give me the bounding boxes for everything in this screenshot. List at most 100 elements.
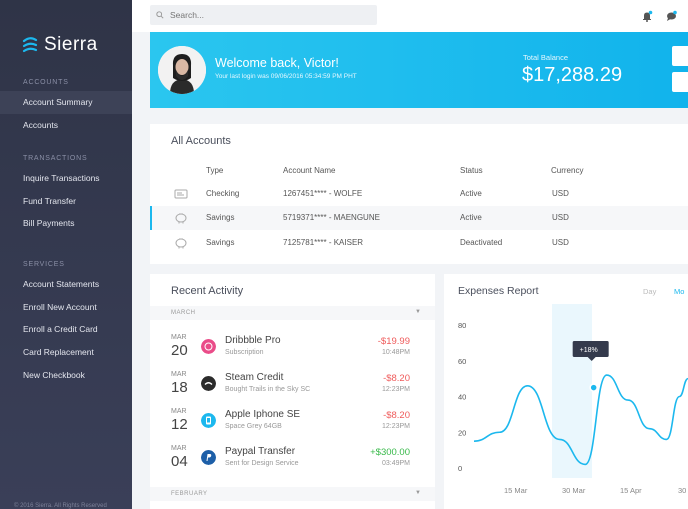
sidebar-item-enroll-credit-card[interactable]: Enroll a Credit Card [23, 324, 98, 335]
activity-description: Bought Trails in the Sky SC [225, 386, 311, 393]
column-header-currency[interactable]: Currency [551, 166, 584, 175]
total-balance-value: $17,288.29 [522, 64, 623, 86]
activity-amount: -$19.99 [377, 336, 410, 347]
activity-description: Sent for Design Service [225, 460, 299, 467]
chevron-down-icon: ▼ [415, 309, 421, 315]
search-icon [156, 11, 164, 19]
checkbook-icon [174, 189, 188, 199]
avatar[interactable] [158, 46, 206, 94]
search-box[interactable] [150, 5, 377, 25]
nav-heading: ACCOUNTS [23, 79, 69, 86]
account-currency: USD [552, 189, 569, 198]
column-header-type[interactable]: Type [206, 166, 224, 175]
sidebar-item-inquire-transactions[interactable]: Inquire Transactions [23, 173, 100, 183]
activity-month: MAR [171, 445, 187, 452]
activity-time: 10:48PM [381, 349, 410, 356]
activity-time: 12:23PM [381, 423, 410, 430]
sidebar-item-fund-transfer[interactable]: Fund Transfer [23, 195, 76, 206]
y-tick-label: 0 [458, 464, 462, 473]
recent-activity-card: Recent Activity MARCH ▼ MAR 20 Dribbble … [150, 274, 435, 509]
series-line [473, 374, 688, 466]
expenses-line-chart: 0 20 40 60 80 15 Mar 30 Mar 15 Apr 30 Apr +18% [458, 304, 688, 495]
card-title: All Accounts [171, 135, 231, 147]
account-type: Checking [206, 189, 240, 198]
expenses-report-card: Expenses Report Day Mo 0 20 40 60 80 15 Mar 30… [444, 274, 688, 509]
column-header-status[interactable]: Status [460, 166, 483, 175]
piggy-bank-icon [175, 213, 187, 224]
account-status: Active [460, 213, 482, 222]
sidebar-item-card-replacement[interactable]: Card Replacement [23, 347, 94, 358]
activity-day: 04 [171, 453, 188, 470]
nav-section-accounts: ACCOUNTS Account Summary Accounts [0, 79, 132, 136]
list-item[interactable]: MAR 18 Steam Credit Bought Trails in the… [150, 371, 435, 408]
welcome-banner: Welcome back, Victor! Your last login wa… [150, 32, 688, 108]
x-tick-label: 30 Apr [678, 486, 688, 495]
activity-day: 20 [171, 342, 188, 359]
activity-month: MAR [171, 408, 187, 415]
activity-time: 12:23PM [381, 386, 410, 393]
sidebar-item-accounts[interactable]: Accounts [23, 119, 58, 130]
list-item[interactable]: MAR 20 Dribbble Pro Subscription -$19.99… [150, 334, 435, 371]
tooltip-box [572, 341, 609, 357]
piggy-bank-icon [175, 238, 187, 249]
list-item[interactable]: MAR 12 Apple Iphone SE Space Grey 64GB -… [150, 408, 435, 445]
user-photo-icon [158, 46, 206, 94]
activity-name: Apple Iphone SE [225, 409, 301, 420]
last-login-text: Your last login was 09/06/2016 05:34:59 … [215, 73, 357, 80]
sidebar-item-new-checkbook[interactable]: New Checkbook [23, 369, 85, 380]
y-tick-label: 80 [458, 321, 466, 330]
paypal-icon [201, 450, 216, 465]
activity-name: Steam Credit [225, 372, 284, 383]
y-tick-label: 40 [458, 393, 466, 402]
dribbble-icon [201, 339, 216, 354]
activity-description: Subscription [225, 349, 264, 356]
brand-logo[interactable]: Sierra [22, 34, 98, 56]
tab-month[interactable]: Mo [674, 287, 685, 296]
activity-month: MAR [171, 371, 187, 378]
nav-heading: TRANSACTIONS [23, 155, 88, 162]
sidebar-item-account-statements[interactable]: Account Statements [23, 279, 100, 289]
table-row[interactable]: Checking 1267451**** - WOLFE Active USD [150, 182, 688, 206]
all-accounts-card: All Accounts Type Account Name Status Cu… [150, 124, 688, 264]
chat-icon[interactable] [665, 10, 677, 22]
activity-time: 03:49PM [381, 460, 410, 467]
table-row[interactable]: Savings 5719371**** - MAENGUNE Active US… [150, 206, 688, 230]
month-label: MARCH [171, 310, 196, 316]
list-item[interactable]: MAR 04 Paypal Transfer Sent for Design S… [150, 445, 435, 482]
card-title: Expenses Report [458, 285, 539, 297]
activity-name: Dribbble Pro [225, 335, 281, 346]
sidebar-item-account-summary[interactable]: Account Summary [0, 91, 132, 114]
activity-name: Paypal Transfer [225, 446, 296, 457]
tab-day[interactable]: Day [643, 287, 657, 296]
card-title: Recent Activity [171, 285, 244, 297]
x-tick-label: 30 Mar [562, 486, 586, 495]
nav-section-services: SERVICES Account Statements Enroll New A… [0, 261, 132, 386]
tooltip-arrow [587, 357, 596, 361]
search-input[interactable] [170, 10, 360, 20]
notification-bell-icon[interactable] [641, 10, 653, 22]
activity-day: 18 [171, 379, 188, 396]
activity-month: MAR [171, 334, 187, 341]
sidebar-item-bill-payments[interactable]: Bill Payments [23, 218, 75, 229]
column-header-account-name[interactable]: Account Name [283, 166, 336, 175]
iphone-icon [201, 413, 216, 428]
y-tick-label: 20 [458, 428, 466, 437]
hero-action-button-2[interactable] [672, 72, 688, 92]
hero-action-button-1[interactable] [672, 46, 688, 66]
sidebar-item-enroll-new-account[interactable]: Enroll New Account [23, 301, 97, 312]
data-point-highlight [589, 383, 598, 392]
sidebar: Sierra ACCOUNTS Account Summary Accounts… [0, 0, 132, 509]
account-currency: USD [552, 213, 569, 222]
account-type: Savings [206, 213, 235, 222]
total-balance-label: Total Balance [523, 53, 569, 62]
account-name: 7125781**** - KAISER [283, 238, 364, 247]
sierra-logo-icon [22, 37, 38, 53]
account-status: Deactivated [460, 238, 503, 247]
month-group-header[interactable]: MARCH ▼ [150, 306, 435, 320]
table-row[interactable]: Savings 7125781**** - KAISER Deactivated… [150, 231, 688, 255]
x-tick-label: 15 Mar [504, 486, 528, 495]
activity-description: Space Grey 64GB [225, 423, 282, 430]
account-type: Savings [206, 238, 235, 247]
month-group-header[interactable]: FEBRUARY ▼ [150, 487, 435, 501]
hover-band [552, 304, 592, 478]
